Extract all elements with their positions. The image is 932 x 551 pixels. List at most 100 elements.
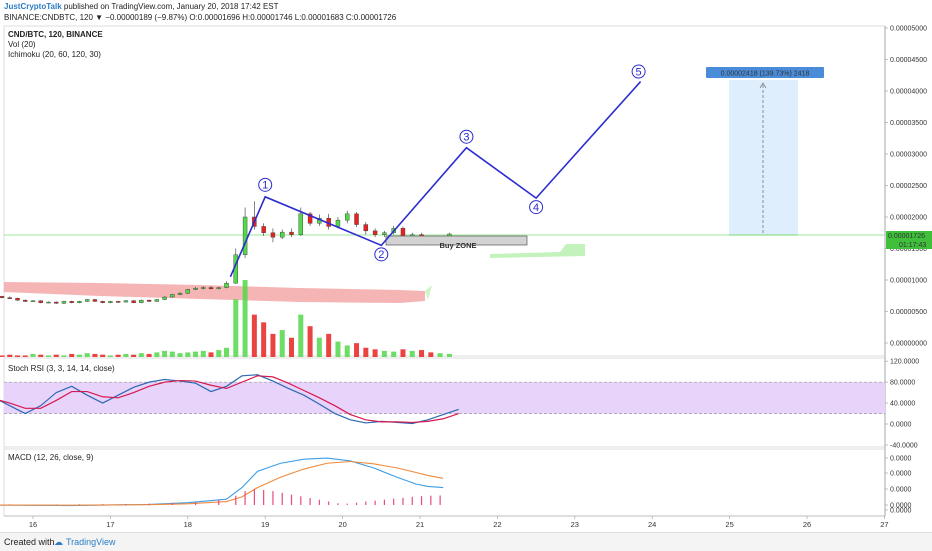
volume-bar bbox=[381, 350, 387, 357]
volume-bar bbox=[162, 350, 168, 357]
macd-signal-line bbox=[0, 460, 444, 506]
volume-bar bbox=[45, 355, 51, 357]
price-tick-label: 0.00004000 bbox=[890, 89, 927, 96]
time-tick-label: 22 bbox=[493, 520, 501, 529]
measure-box bbox=[729, 80, 798, 235]
stoch-tick-label: 0.0000 bbox=[890, 422, 912, 429]
volume-bar bbox=[169, 351, 175, 357]
candle-body bbox=[162, 296, 167, 300]
wave-label-text: 4 bbox=[533, 202, 539, 214]
candle-body bbox=[108, 301, 113, 303]
macd-tick-label: 0.0000 bbox=[890, 471, 912, 478]
volume-bar bbox=[316, 337, 322, 357]
macd-tick-label: 0.0000 bbox=[890, 508, 912, 515]
candle-body bbox=[92, 299, 98, 302]
volume-bar bbox=[115, 354, 121, 357]
price-tick-label: 0.00002500 bbox=[890, 183, 927, 190]
wave-label-circle bbox=[258, 177, 273, 192]
time-tick-label: 21 bbox=[416, 520, 424, 529]
volume-bar bbox=[30, 353, 36, 357]
time-tick-label: 23 bbox=[571, 520, 579, 529]
candle-body bbox=[61, 301, 67, 304]
volume-bar bbox=[446, 353, 452, 357]
volume-bar bbox=[107, 355, 113, 357]
ichimoku-label: Ichimoku (20, 60, 120, 30) bbox=[8, 50, 101, 59]
time-tick-label: 17 bbox=[106, 520, 114, 529]
wave-label-circle bbox=[459, 129, 474, 144]
candle-body bbox=[242, 216, 248, 255]
time-tick-label: 19 bbox=[261, 520, 269, 529]
macd-panel bbox=[3, 448, 886, 517]
candle-body bbox=[139, 299, 144, 303]
measure-arrow-head bbox=[759, 82, 767, 89]
ohlc-readout: BINANCE:CNDBTC, 120 ▼ −0.00000189 (−9.87… bbox=[4, 13, 397, 22]
candle-body bbox=[335, 219, 341, 227]
volume-bar bbox=[216, 350, 222, 357]
volume-bar bbox=[233, 299, 239, 357]
stoch-rsi-label: Stoch RSI (3, 3, 14, 14, close) bbox=[8, 364, 115, 373]
candle-body bbox=[7, 297, 12, 299]
macd-macd-line bbox=[0, 457, 444, 507]
volume-bar bbox=[428, 352, 434, 357]
candle-body bbox=[363, 224, 369, 232]
volume-bar bbox=[261, 322, 267, 357]
footer-bar: Created with ☁ TradingView bbox=[0, 532, 932, 551]
volume-bar bbox=[400, 349, 406, 357]
price-tick-label: 0.00003500 bbox=[890, 120, 927, 127]
volume-bar bbox=[15, 355, 21, 357]
volume-bar bbox=[335, 341, 341, 357]
wave-label-text: 3 bbox=[463, 132, 469, 144]
volume-bar bbox=[270, 333, 276, 357]
volume-bar bbox=[123, 353, 129, 357]
volume-bar bbox=[146, 353, 152, 357]
candle-body bbox=[131, 300, 136, 303]
vol-label: Vol (20) bbox=[8, 40, 36, 49]
footer-created: Created with bbox=[4, 537, 55, 547]
candle-body bbox=[115, 301, 121, 303]
price-tick-label: 0.00000000 bbox=[890, 341, 927, 348]
volume-bar bbox=[298, 314, 304, 357]
price-tick-label: 0.00001000 bbox=[890, 278, 927, 285]
volume-bar bbox=[0, 355, 5, 357]
author-link[interactable]: JustCryptoTalk bbox=[4, 2, 62, 11]
price-tick-label: 0.00003000 bbox=[890, 152, 927, 159]
stoch-tick-label: 80.0000 bbox=[890, 380, 915, 387]
wave-label-circle bbox=[631, 64, 646, 79]
publish-info: published on TradingView.com, January 20… bbox=[61, 2, 279, 11]
volume-bar bbox=[208, 352, 214, 357]
volume-bar bbox=[200, 350, 206, 357]
price-tick-label: 0.00000500 bbox=[890, 309, 927, 316]
volume-bar bbox=[38, 354, 44, 357]
macd-tick-label: 0.0000 bbox=[890, 456, 912, 463]
macd-tick-label: 0.0000 bbox=[890, 503, 912, 510]
stoch-band bbox=[4, 382, 885, 414]
price-tick-label: 0.00004500 bbox=[890, 57, 927, 64]
candle-body bbox=[170, 294, 175, 298]
candle-body bbox=[100, 301, 105, 303]
volume-bar bbox=[100, 354, 106, 357]
elliott-wave-line bbox=[229, 81, 642, 278]
footer-brand[interactable]: TradingView bbox=[66, 537, 116, 547]
time-tick-label: 20 bbox=[338, 520, 346, 529]
volume-bar bbox=[76, 354, 82, 357]
volume-bar bbox=[84, 353, 90, 357]
candle-body bbox=[208, 287, 214, 290]
volume-bar bbox=[354, 343, 360, 357]
candle-body bbox=[224, 282, 229, 288]
volume-bar bbox=[326, 333, 332, 357]
time-tick-label: 18 bbox=[184, 520, 192, 529]
candle-body bbox=[201, 287, 206, 289]
wave-label-text: 5 bbox=[636, 66, 642, 78]
candle-body bbox=[38, 300, 43, 303]
candle-body bbox=[84, 299, 90, 302]
candle-body bbox=[372, 230, 378, 235]
measure-badge bbox=[706, 67, 824, 78]
candle-body bbox=[15, 298, 20, 301]
candle-body bbox=[177, 293, 183, 295]
candle-body bbox=[354, 213, 359, 225]
publish-header: JustCryptoTalk published on TradingView.… bbox=[4, 2, 279, 12]
macd-label: MACD (12, 26, close, 9) bbox=[8, 453, 94, 462]
candle-body bbox=[23, 299, 28, 302]
volume-bar bbox=[242, 280, 248, 357]
volume-bar bbox=[177, 353, 183, 357]
